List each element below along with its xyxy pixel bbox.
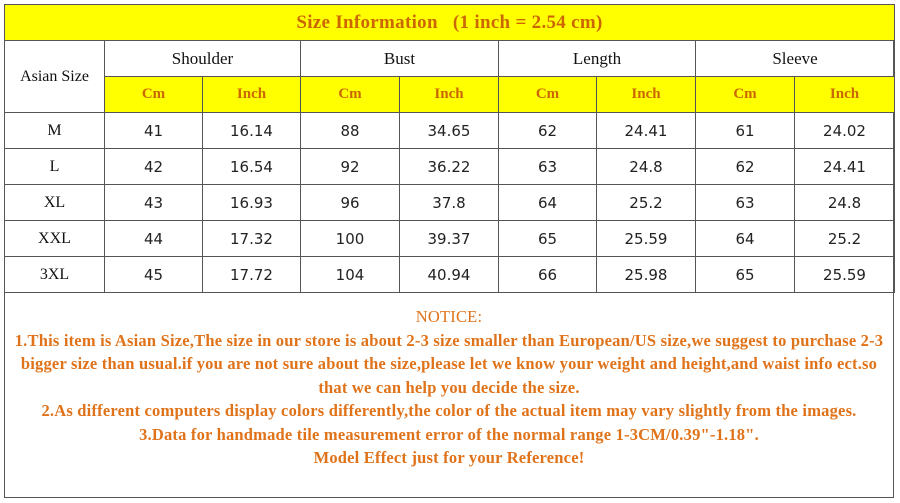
value-cell: 40.94 <box>399 256 499 293</box>
value-cell: 16.54 <box>202 148 301 185</box>
value-cell: 65 <box>498 220 597 257</box>
title-conversion: (1 inch = 2.54 cm) <box>452 11 603 33</box>
sleeve-header: Sleeve <box>694 40 896 77</box>
notice-footer: Model Effect just for your Reference! <box>313 448 585 467</box>
value-cell: 24.02 <box>793 112 896 149</box>
value-cell: 25.2 <box>596 184 696 221</box>
value-cell: 25.59 <box>596 220 696 257</box>
notice-panel: NOTICE: 1.This item is Asian Size,The si… <box>5 299 893 497</box>
value-cell: 39.37 <box>399 220 499 257</box>
value-cell: 45 <box>104 256 203 293</box>
value-cell: 42 <box>104 148 203 185</box>
value-cell: 25.59 <box>793 256 896 293</box>
value-cell: 104 <box>300 256 400 293</box>
value-cell: 41 <box>104 112 203 149</box>
title-row: Size Information (1 inch = 2.54 cm) <box>3 4 896 41</box>
value-cell: 66 <box>498 256 597 293</box>
size-cell: M <box>4 112 105 149</box>
value-cell: 65 <box>695 256 795 293</box>
size-cell: 3XL <box>4 256 105 293</box>
notice-item-1: 1.This item is Asian Size,The size in ou… <box>14 330 884 397</box>
unit-inch: Inch <box>793 76 896 113</box>
value-cell: 88 <box>300 112 400 149</box>
value-cell: 96 <box>300 184 400 221</box>
size-cell: XL <box>4 184 105 221</box>
value-cell: 25.98 <box>596 256 696 293</box>
measure-header-row: Asian Size Shoulder Bust Length Sleeve <box>4 40 896 113</box>
value-cell: 43 <box>104 184 203 221</box>
value-cell: 100 <box>300 220 400 257</box>
value-cell: 37.8 <box>399 184 499 221</box>
shoulder-header: Shoulder <box>104 40 301 77</box>
size-table: Size Information (1 inch = 2.54 cm) Asia… <box>3 4 896 293</box>
table-title: Size Information (1 inch = 2.54 cm) <box>3 4 896 41</box>
value-cell: 24.8 <box>793 184 896 221</box>
asian-size-header: Asian Size <box>4 40 105 113</box>
notice-item-3: 3.Data for handmade tile measurement err… <box>139 424 759 444</box>
unit-inch: Inch <box>399 76 499 113</box>
title-label: Size Information <box>296 11 438 33</box>
value-cell: 63 <box>498 148 597 185</box>
value-cell: 63 <box>695 184 795 221</box>
table-row: XL 43 16.93 96 37.8 64 25.2 63 24.8 <box>4 184 896 221</box>
unit-inch: Inch <box>596 76 696 113</box>
unit-header-row: Cm Inch Cm Inch Cm Inch Cm Inch <box>5 76 896 113</box>
table-row: M 41 16.14 88 34.65 62 24.41 61 24.02 <box>4 112 896 149</box>
table-row: XXL 44 17.32 100 39.37 65 25.59 64 25.2 <box>4 220 896 257</box>
table-row: L 42 16.54 92 36.22 63 24.8 62 24.41 <box>4 148 896 185</box>
value-cell: 44 <box>104 220 203 257</box>
value-cell: 16.93 <box>202 184 301 221</box>
size-cell: XXL <box>4 220 105 257</box>
value-cell: 62 <box>695 148 795 185</box>
value-cell: 17.72 <box>202 256 301 293</box>
bust-header: Bust <box>300 40 499 77</box>
value-cell: 62 <box>498 112 597 149</box>
size-cell: L <box>4 148 105 185</box>
value-cell: 24.41 <box>596 112 696 149</box>
value-cell: 36.22 <box>399 148 499 185</box>
value-cell: 24.8 <box>596 148 696 185</box>
value-cell: 92 <box>300 148 400 185</box>
value-cell: 64 <box>695 220 795 257</box>
value-cell: 25.2 <box>793 220 896 257</box>
unit-inch: Inch <box>202 76 301 113</box>
value-cell: 24.41 <box>793 148 896 185</box>
unit-cm: Cm <box>498 76 597 113</box>
value-cell: 64 <box>498 184 597 221</box>
notice-heading: NOTICE: <box>415 307 483 326</box>
table-row: 3XL 45 17.72 104 40.94 66 25.98 65 25.59 <box>4 256 896 293</box>
value-cell: 61 <box>695 112 795 149</box>
length-header: Length <box>498 40 696 77</box>
value-cell: 34.65 <box>399 112 499 149</box>
unit-cm: Cm <box>104 76 203 113</box>
value-cell: 17.32 <box>202 220 301 257</box>
notice-item-2: 2.As different computers display colors … <box>41 401 857 420</box>
value-cell: 16.14 <box>202 112 301 149</box>
unit-cm: Cm <box>300 76 400 113</box>
unit-cm: Cm <box>695 76 795 113</box>
